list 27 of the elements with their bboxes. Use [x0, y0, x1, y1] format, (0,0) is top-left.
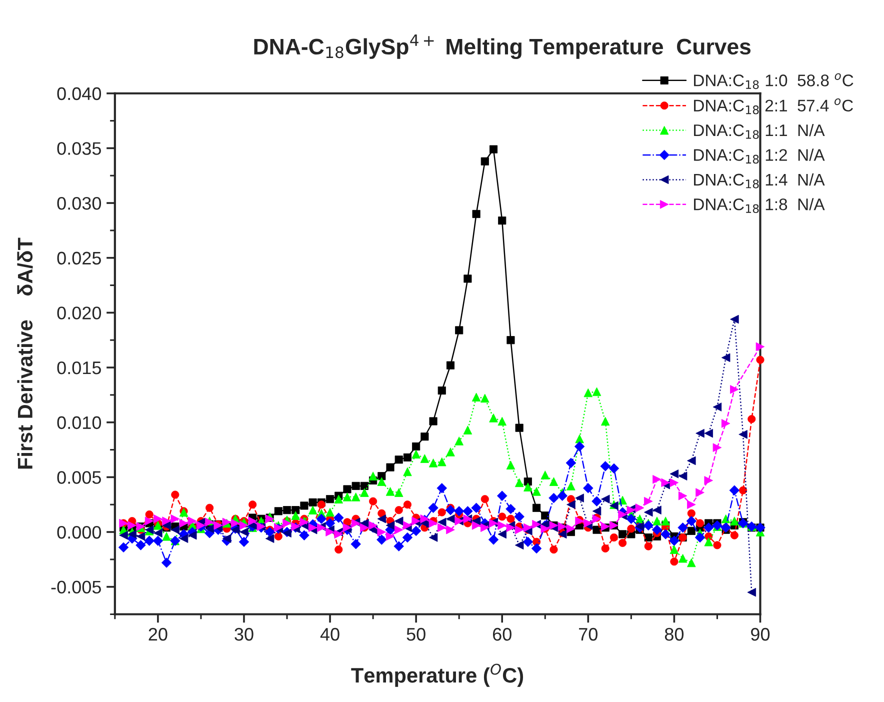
legend-label: DNA:C$_{18}$ 1:2 N/A: [694, 148, 825, 164]
y-tick-label: 0.035: [57, 142, 101, 155]
x-tick-label: 50: [406, 628, 426, 641]
x-tick-label: 80: [664, 628, 684, 641]
x-tick-label: 90: [751, 628, 770, 641]
y-axis-title: First Derivative δA/δT: [17, 238, 33, 469]
legend-label: DNA:C$_{18}$ 2:1 57.4 $^{o}$C: [694, 98, 853, 114]
x-tick-label: 40: [320, 628, 340, 641]
x-tick-label: 20: [148, 628, 168, 641]
chart-title: DNA-C$_{18}$GlySp$^{4+}$ Melting Temperature Curves: [254, 34, 751, 60]
y-tick-label: 0.020: [57, 306, 102, 320]
y-tick-label: 0.030: [57, 196, 102, 210]
x-axis-title: Temperature ($^{O}$C): [351, 664, 524, 687]
legend-label: DNA:C$_{18}$ 1:4 N/A: [694, 173, 825, 188]
x-tick-label: 30: [234, 628, 254, 641]
y-tick-label: 0.010: [57, 416, 102, 430]
y-tick-label: 0.005: [57, 471, 101, 484]
y-tick-label: 0.015: [57, 361, 101, 374]
y-tick-label: 0.025: [57, 252, 101, 265]
y-tick-label: -0.005: [51, 580, 101, 594]
legend-label: DNA:C$_{18}$ 1:0 58.8 $^{o}$C: [694, 73, 854, 90]
legend-label: DNA:C$_{18}$ 1:1 N/A: [694, 124, 825, 139]
legend-label: DNA:C$_{18}$ 1:8 N/A: [694, 198, 825, 214]
y-tick-label: 0.040: [57, 87, 102, 100]
x-tick-label: 70: [579, 628, 598, 641]
y-tick-label: 0.000: [57, 526, 102, 539]
x-tick-label: 60: [492, 628, 512, 641]
